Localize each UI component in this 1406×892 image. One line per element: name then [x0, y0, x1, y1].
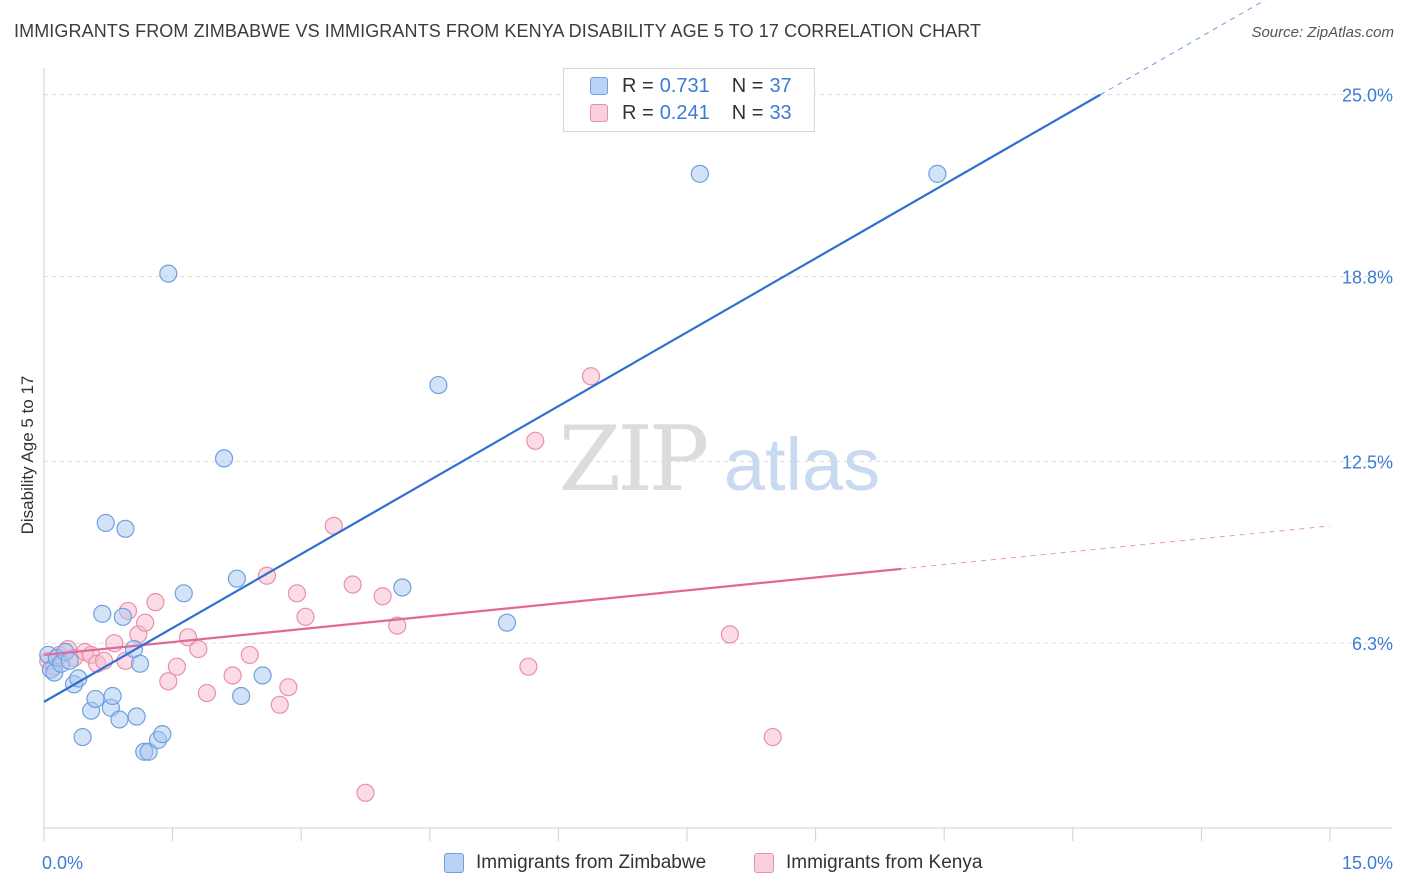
bottom-legend-kenya: Immigrants from Kenya	[754, 852, 982, 874]
data-point	[130, 654, 150, 673]
data-point	[287, 584, 307, 603]
data-point	[928, 164, 947, 183]
data-point	[159, 672, 178, 691]
data-point	[270, 695, 289, 714]
data-point	[497, 613, 517, 632]
legend-n-value: 33	[769, 101, 792, 124]
data-point	[526, 431, 545, 450]
kenya-trend-extension	[901, 525, 1331, 570]
data-point	[127, 707, 146, 726]
legend-r-label: R =	[622, 74, 654, 97]
data-point	[136, 613, 155, 632]
data-point	[296, 607, 315, 626]
data-point	[388, 616, 407, 635]
data-point	[116, 519, 135, 538]
watermark-zip: ZIP	[559, 407, 707, 512]
data-point	[581, 367, 601, 386]
trend-lines	[43, 0, 1331, 703]
data-point	[139, 742, 158, 761]
legend-n-label: N =	[731, 101, 764, 124]
data-point	[60, 651, 79, 670]
source-label: Source: ZipAtlas.com	[1251, 24, 1394, 41]
zimbabwe-trend-extension	[1099, 0, 1267, 96]
data-point	[103, 686, 122, 706]
data-point	[159, 264, 178, 283]
data-point	[167, 657, 186, 676]
legend-n-label: N =	[731, 74, 764, 97]
data-point	[519, 657, 538, 676]
data-point	[73, 727, 92, 747]
legend-r-value: 0.731	[659, 74, 710, 97]
data-point	[86, 689, 105, 709]
legend-n-value: 37	[769, 74, 792, 97]
data-point	[96, 513, 115, 533]
data-point	[110, 710, 129, 729]
bottom-legend-swatch-blue	[444, 853, 464, 873]
data-point	[146, 593, 165, 612]
kenya-trend-line	[43, 567, 902, 657]
legend-r-value: 0.241	[659, 101, 710, 124]
bottom-legend-label: Immigrants from Zimbabwe	[476, 852, 707, 873]
axis-layer	[43, 68, 1392, 841]
data-point	[93, 604, 112, 623]
data-point	[720, 625, 739, 644]
data-point	[279, 678, 298, 697]
legend-row-kenya: R = 0.241 N = 33	[590, 101, 792, 125]
data-point	[232, 686, 251, 706]
grid-layer	[44, 94, 1392, 644]
bottom-legend-zimbabwe: Immigrants from Zimbabwe	[444, 852, 706, 874]
legend-row-zimbabwe: R = 0.731 N = 37	[590, 74, 792, 98]
chart-title: IMMIGRANTS FROM ZIMBABWE VS IMMIGRANTS F…	[14, 21, 982, 41]
data-point	[429, 375, 448, 395]
data-point	[153, 725, 172, 744]
data-point	[113, 607, 132, 626]
data-point	[214, 449, 234, 468]
data-point	[240, 645, 259, 665]
legend-swatch-blue	[590, 77, 608, 95]
tick-labels: 6.3% 12.5% 18.8% 25.0% 0.0% 15.0%	[42, 86, 1393, 873]
data-point	[227, 569, 246, 588]
data-point	[253, 666, 272, 685]
x-tick-label-max: 15.0%	[1342, 853, 1393, 873]
data-point	[356, 783, 375, 802]
x-tick-label-min: 0.0%	[42, 853, 83, 873]
data-point	[223, 666, 242, 685]
watermark: ZIP atlas	[559, 407, 880, 512]
data-point	[373, 587, 392, 606]
data-point	[343, 575, 362, 594]
bottom-legend-swatch-pink	[754, 853, 774, 873]
stats-legend: R = 0.731 N = 37 R = 0.241 N = 33	[563, 68, 815, 132]
data-point	[690, 164, 709, 183]
data-point	[197, 683, 216, 703]
data-point	[189, 639, 208, 659]
y-tick-label: 12.5%	[1342, 452, 1393, 472]
legend-r-label: R =	[622, 101, 654, 124]
y-tick-label: 6.3%	[1352, 634, 1393, 654]
zimbabwe-trend-line	[43, 93, 1101, 703]
data-point	[763, 727, 782, 747]
y-tick-label: 25.0%	[1342, 86, 1393, 106]
data-point	[174, 584, 193, 603]
data-point	[393, 578, 412, 597]
legend-swatch-pink	[590, 104, 608, 122]
bottom-legend-label: Immigrants from Kenya	[786, 852, 983, 873]
y-tick-label: 18.8%	[1342, 268, 1393, 288]
watermark-atlas: atlas	[724, 423, 880, 506]
